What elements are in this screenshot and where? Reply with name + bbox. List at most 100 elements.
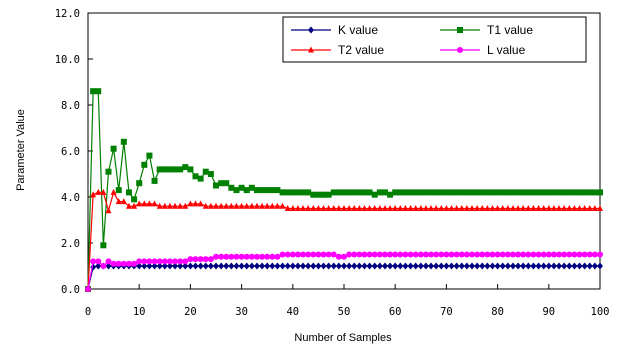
data-point-t1-value (361, 189, 368, 196)
data-point-k-value (248, 262, 255, 270)
data-point-t2-value (141, 200, 148, 207)
data-point-t2-value (376, 205, 383, 211)
data-point-t1-value (177, 166, 184, 173)
data-point-t1-value (474, 189, 481, 196)
data-point-l-value (325, 251, 332, 258)
data-point-t2-value (474, 205, 481, 211)
series-k-value (85, 262, 603, 293)
data-point-l-value (274, 253, 281, 260)
data-point-l-value (479, 251, 486, 258)
data-point-t1-value (253, 187, 260, 194)
data-point-t1-value (371, 191, 378, 198)
data-point-t2-value (264, 202, 271, 209)
data-point-l-value (269, 253, 276, 260)
data-point-l-value (550, 251, 557, 258)
data-point-k-value (494, 262, 501, 270)
data-point-t1-value (213, 182, 219, 189)
y-axis-label: Parameter Value (15, 109, 27, 191)
data-point-k-value (407, 262, 414, 270)
x-tick-label: 90 (542, 306, 555, 318)
data-point-t1-value (182, 164, 189, 171)
data-point-l-value (371, 251, 378, 258)
data-point-t1-value (274, 187, 281, 194)
data-point-t2-value (330, 205, 337, 211)
data-point-l-value (417, 251, 424, 258)
data-point-t1-value (591, 189, 598, 196)
series-t2-value (85, 188, 603, 292)
data-point-t2-value (346, 205, 353, 211)
data-point-t2-value (453, 205, 460, 211)
data-point-l-value (397, 251, 404, 258)
legend-marker-t1-value (457, 27, 463, 33)
data-point-t2-value (530, 205, 537, 211)
data-point-t2-value (484, 205, 491, 211)
data-point-l-value (586, 251, 593, 258)
data-point-k-value (346, 262, 353, 270)
data-point-k-value (387, 262, 394, 270)
data-point-k-value (561, 262, 568, 270)
data-point-t2-value (218, 202, 225, 209)
data-point-t2-value (361, 205, 368, 211)
data-point-t1-value (515, 189, 522, 196)
data-point-k-value (489, 262, 496, 270)
data-point-t1-value (586, 189, 593, 196)
data-point-t2-value (525, 205, 532, 211)
data-point-t2-value (279, 202, 286, 209)
y-axis-ticks: 0.0 2.0 4.0 6.0 8.0 10.0 12.0 (55, 8, 93, 296)
data-point-k-value (412, 262, 419, 270)
x-tick-label: 0 (85, 306, 91, 318)
data-point-t1-value (499, 189, 506, 196)
data-point-t1-value (207, 171, 214, 177)
data-point-l-value (202, 256, 209, 263)
data-point-t2-value (556, 205, 563, 211)
data-point-l-value (248, 253, 255, 260)
x-tick-label: 10 (133, 306, 146, 318)
data-point-t2-value (320, 205, 327, 211)
x-tick-label: 100 (591, 306, 610, 318)
data-point-t2-value (110, 188, 117, 195)
data-point-l-value (335, 253, 342, 260)
data-point-k-value (274, 262, 281, 270)
x-axis-label: Number of Samples (294, 332, 392, 344)
legend-box (282, 16, 587, 63)
legend-marker-l-value (457, 47, 463, 53)
data-point-l-value (407, 251, 414, 258)
data-point-t2-value (540, 205, 547, 211)
data-point-t1-value (305, 189, 312, 196)
data-point-t1-value (463, 189, 470, 196)
data-point-k-value (161, 262, 168, 270)
data-point-l-value (85, 286, 91, 292)
data-point-t2-value (305, 205, 312, 211)
data-point-t1-value (243, 187, 250, 194)
data-point-k-value (177, 262, 184, 270)
data-point-k-value (238, 262, 245, 270)
data-point-t2-value (253, 202, 260, 209)
data-point-t1-value (289, 189, 296, 196)
data-point-l-value (366, 251, 373, 258)
data-point-l-value (233, 253, 240, 260)
data-point-t1-value (187, 166, 194, 173)
data-point-t2-value (146, 200, 153, 207)
data-point-t2-value (591, 205, 598, 211)
data-point-t1-value (566, 189, 573, 196)
data-point-t1-value (392, 189, 399, 196)
data-point-k-value (556, 262, 563, 270)
data-point-t1-value (417, 189, 424, 196)
data-point-l-value (484, 251, 491, 258)
data-point-t2-value (433, 205, 440, 211)
data-point-l-value (151, 258, 158, 265)
data-point-k-value (463, 262, 470, 270)
data-point-l-value (376, 251, 383, 258)
data-point-t1-value (458, 189, 465, 196)
data-point-k-value (351, 262, 358, 270)
data-point-t1-value (520, 189, 527, 196)
data-point-k-value (371, 262, 378, 270)
data-point-t1-value (125, 189, 132, 196)
data-point-t2-value (397, 205, 404, 211)
data-point-l-value (105, 258, 112, 265)
data-point-t2-value (238, 202, 245, 209)
data-point-k-value (95, 262, 102, 270)
data-point-t2-value (202, 202, 209, 209)
data-point-k-value (417, 262, 424, 270)
data-point-t1-value (223, 180, 230, 187)
